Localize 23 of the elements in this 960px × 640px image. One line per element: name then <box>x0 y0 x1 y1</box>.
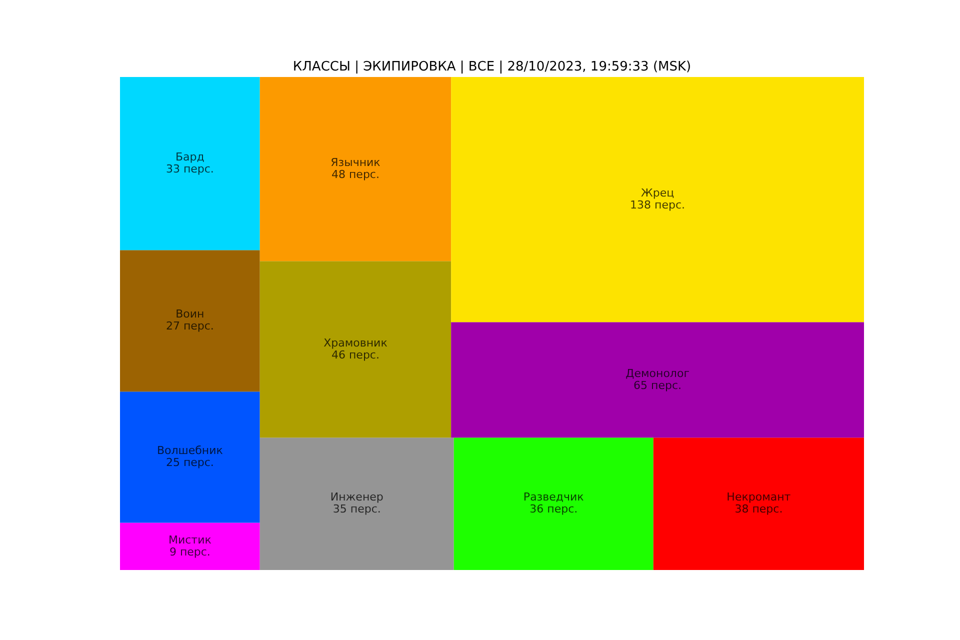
category-label: Воин <box>176 308 204 321</box>
category-label: Язычник <box>330 156 381 169</box>
category-label: Мистик <box>168 533 212 546</box>
data-label: 36 перс. <box>530 502 578 516</box>
category-label: Демонолог <box>626 366 690 380</box>
data-label: 35 перс. <box>332 502 381 516</box>
category-label: Храмовник <box>324 336 388 350</box>
data-label: 46 перс. <box>331 348 380 362</box>
category-label: Инженер <box>330 490 384 504</box>
category-label: Разведчик <box>523 490 584 504</box>
category-label: Бард <box>176 150 205 164</box>
data-label: 9 перс. <box>169 545 210 558</box>
text: КЛАССЫ | ЭКИПИРОВКА | ВСЕ | 28/10/2023, 19:59:33 (MSK) <box>292 59 692 74</box>
data-label: 138 перс. <box>630 198 686 212</box>
data-label: 48 перс. <box>331 168 380 181</box>
data-label: 25 перс. <box>166 456 214 470</box>
category-label: Жрец <box>640 186 674 200</box>
data-label: 33 перс. <box>166 162 214 176</box>
data-label: 38 перс. <box>734 502 783 516</box>
category-label: Волшебник <box>156 444 224 458</box>
data-label: 65 перс. <box>634 378 682 392</box>
category-label: Некромант <box>726 490 792 504</box>
data-label: 27 перс. <box>166 320 214 333</box>
